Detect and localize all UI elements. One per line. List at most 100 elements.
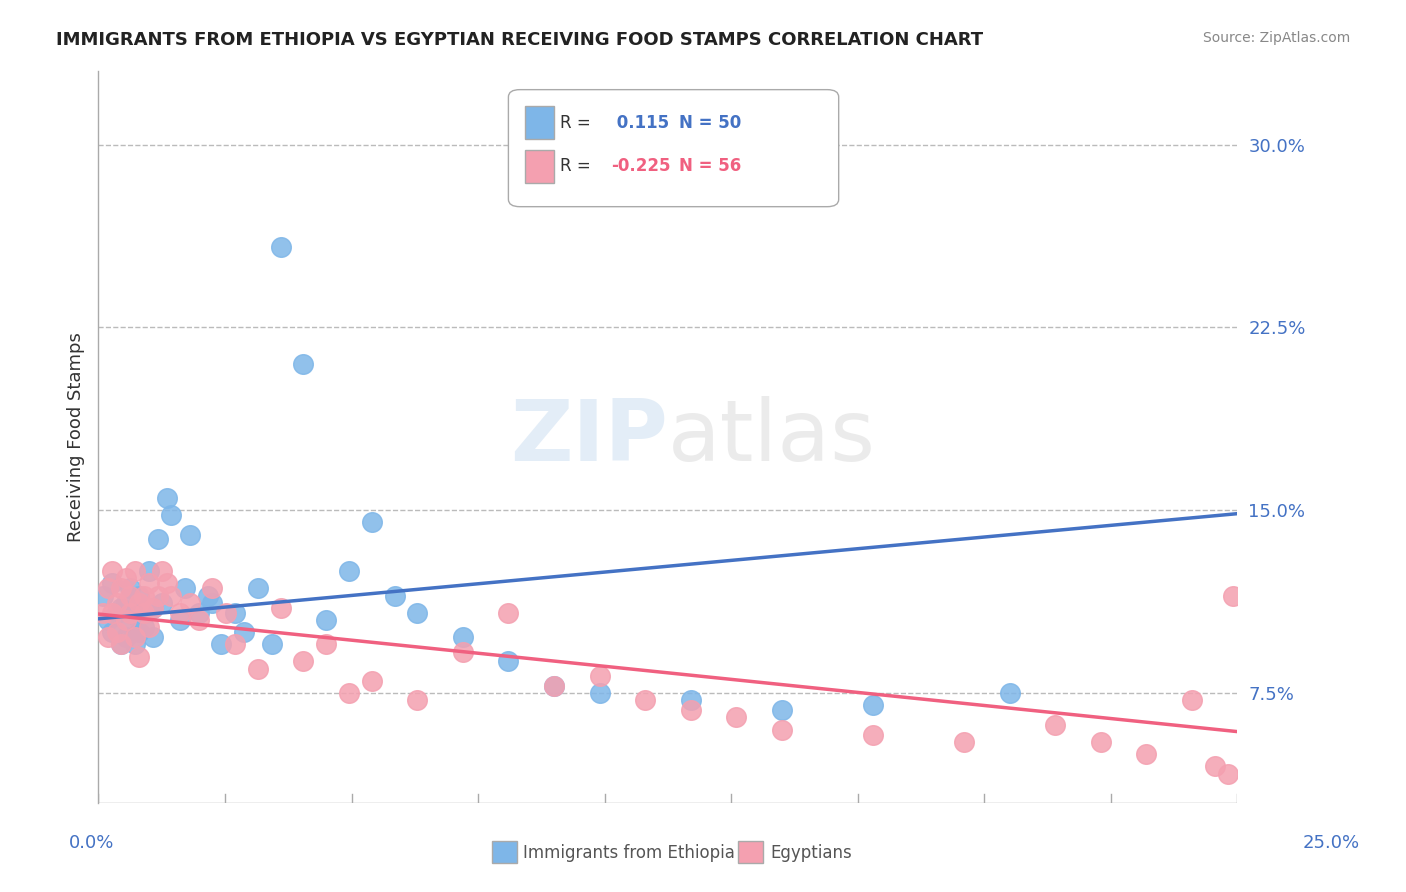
- Point: [124, 630, 146, 644]
- Text: atlas: atlas: [668, 395, 876, 479]
- Point: [96, 630, 118, 644]
- Text: 0.0%: 0.0%: [69, 834, 114, 852]
- Point: [101, 606, 124, 620]
- Point: [215, 606, 238, 620]
- Point: [114, 630, 136, 644]
- Point: [679, 703, 702, 717]
- Point: [110, 600, 132, 615]
- Point: [543, 679, 565, 693]
- Point: [114, 596, 136, 610]
- Y-axis label: Receiving Food Stamps: Receiving Food Stamps: [66, 332, 84, 542]
- Text: Source: ZipAtlas.com: Source: ZipAtlas.com: [1202, 31, 1350, 45]
- Point: [174, 581, 197, 595]
- Point: [953, 735, 976, 749]
- Point: [315, 637, 337, 651]
- Text: Egyptians: Egyptians: [770, 844, 852, 862]
- Point: [384, 589, 406, 603]
- Point: [1135, 747, 1157, 761]
- Point: [96, 613, 118, 627]
- Point: [179, 596, 201, 610]
- Point: [998, 686, 1021, 700]
- Point: [128, 625, 150, 640]
- Point: [120, 589, 142, 603]
- Point: [679, 693, 702, 707]
- Point: [588, 686, 610, 700]
- Point: [105, 606, 128, 620]
- Point: [132, 606, 155, 620]
- Point: [260, 637, 283, 651]
- Point: [1090, 735, 1112, 749]
- Point: [246, 662, 269, 676]
- Point: [91, 589, 114, 603]
- Point: [862, 698, 884, 713]
- Point: [142, 600, 165, 615]
- Point: [160, 589, 183, 603]
- Point: [132, 606, 155, 620]
- Text: 0.115: 0.115: [612, 113, 669, 131]
- Point: [132, 620, 155, 634]
- Text: -0.225: -0.225: [612, 158, 671, 176]
- Point: [360, 516, 382, 530]
- Text: R =: R =: [560, 113, 596, 131]
- Point: [1222, 589, 1244, 603]
- Text: N = 56: N = 56: [679, 158, 741, 176]
- Text: IMMIGRANTS FROM ETHIOPIA VS EGYPTIAN RECEIVING FOOD STAMPS CORRELATION CHART: IMMIGRANTS FROM ETHIOPIA VS EGYPTIAN REC…: [56, 31, 983, 49]
- Point: [128, 649, 150, 664]
- Point: [187, 613, 209, 627]
- Point: [132, 589, 155, 603]
- Point: [146, 589, 169, 603]
- Point: [124, 608, 146, 623]
- Point: [451, 630, 474, 644]
- Point: [270, 600, 292, 615]
- Point: [224, 637, 246, 651]
- Point: [91, 606, 114, 620]
- Point: [101, 576, 124, 591]
- Point: [156, 491, 179, 505]
- Point: [1204, 759, 1226, 773]
- Point: [114, 613, 136, 627]
- Point: [498, 606, 520, 620]
- Text: R =: R =: [560, 158, 596, 176]
- Point: [201, 596, 224, 610]
- Point: [360, 673, 382, 688]
- Point: [292, 357, 315, 371]
- Point: [150, 596, 173, 610]
- Point: [142, 600, 165, 615]
- Point: [114, 572, 136, 586]
- Point: [124, 637, 146, 651]
- Point: [292, 654, 315, 668]
- Point: [725, 710, 748, 724]
- Point: [128, 589, 150, 603]
- Bar: [526, 106, 554, 139]
- Point: [588, 669, 610, 683]
- Point: [138, 576, 160, 591]
- Point: [543, 679, 565, 693]
- Point: [101, 564, 124, 578]
- Point: [110, 637, 132, 651]
- Point: [406, 606, 429, 620]
- Point: [209, 637, 232, 651]
- Point: [105, 625, 128, 640]
- Point: [179, 527, 201, 541]
- Point: [150, 564, 173, 578]
- Point: [160, 508, 183, 522]
- Text: N = 50: N = 50: [679, 113, 741, 131]
- Point: [862, 727, 884, 741]
- Point: [128, 596, 150, 610]
- Point: [146, 533, 169, 547]
- Point: [233, 625, 256, 640]
- Point: [1043, 718, 1066, 732]
- Point: [315, 613, 337, 627]
- Point: [406, 693, 429, 707]
- Point: [110, 581, 132, 595]
- Point: [201, 581, 224, 595]
- Point: [169, 606, 191, 620]
- Bar: [526, 151, 554, 183]
- Point: [197, 589, 219, 603]
- Point: [120, 606, 142, 620]
- Point: [142, 630, 165, 644]
- Point: [101, 625, 124, 640]
- Point: [770, 723, 793, 737]
- Point: [498, 654, 520, 668]
- Point: [156, 576, 179, 591]
